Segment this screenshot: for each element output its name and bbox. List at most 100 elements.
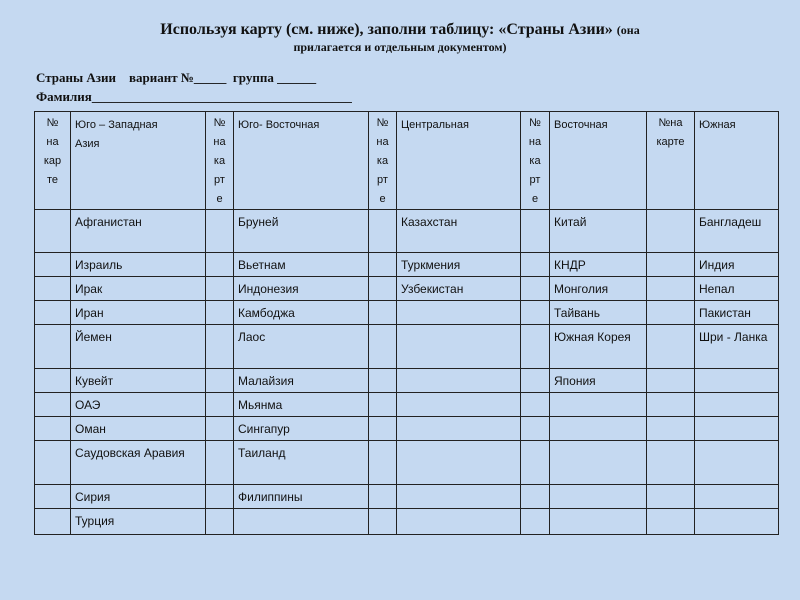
page-title: Используя карту (см. ниже), заполни табл… xyxy=(60,20,740,55)
table-row: Иран Камбоджа Тайвань Пакистан xyxy=(34,300,779,325)
map-number-cell[interactable] xyxy=(34,324,71,369)
region-header: Восточная xyxy=(549,111,647,210)
country-cell xyxy=(396,300,521,325)
map-number-cell[interactable] xyxy=(368,392,397,417)
country-cell xyxy=(549,440,647,485)
country-cell: Сингапур xyxy=(233,416,369,441)
map-number-cell[interactable] xyxy=(368,416,397,441)
map-number-cell[interactable] xyxy=(34,440,71,485)
country-cell xyxy=(396,484,521,509)
country-cell: Бруней xyxy=(233,209,369,253)
map-number-cell[interactable] xyxy=(34,276,71,301)
map-number-cell[interactable] xyxy=(34,300,71,325)
map-number-cell[interactable] xyxy=(646,392,695,417)
map-number-cell[interactable] xyxy=(646,300,695,325)
map-number-cell[interactable] xyxy=(646,209,695,253)
map-number-cell[interactable] xyxy=(205,300,234,325)
country-cell: Индонезия xyxy=(233,276,369,301)
map-number-cell[interactable] xyxy=(368,508,397,535)
map-number-cell[interactable] xyxy=(520,368,550,393)
map-number-cell[interactable] xyxy=(34,508,71,535)
map-number-cell[interactable] xyxy=(646,484,695,509)
map-number-cell[interactable] xyxy=(520,252,550,277)
map-number-cell[interactable] xyxy=(520,300,550,325)
map-number-cell[interactable] xyxy=(34,209,71,253)
map-number-header: № на кар те xyxy=(34,111,71,210)
map-number-cell[interactable] xyxy=(520,484,550,509)
form-variant-line: Страны Азии вариант №_____ группа ______ xyxy=(36,70,317,85)
map-number-header: № на ка рт е xyxy=(520,111,550,210)
country-cell xyxy=(694,484,779,509)
table-row: Кувейт Малайзия Япония xyxy=(34,368,779,393)
country-cell: Оман xyxy=(70,416,206,441)
map-number-cell[interactable] xyxy=(34,484,71,509)
map-number-cell[interactable] xyxy=(205,440,234,485)
country-cell: Непал xyxy=(694,276,779,301)
map-number-cell[interactable] xyxy=(646,252,695,277)
map-number-cell[interactable] xyxy=(368,252,397,277)
map-number-cell[interactable] xyxy=(205,368,234,393)
country-cell: ОАЭ xyxy=(70,392,206,417)
region-header: Южная xyxy=(694,111,779,210)
title-note: (она xyxy=(616,23,640,37)
map-number-cell[interactable] xyxy=(34,252,71,277)
map-number-cell[interactable] xyxy=(368,484,397,509)
country-cell: Турция xyxy=(70,508,206,535)
region-header: Юго- Восточная xyxy=(233,111,369,210)
country-cell: Южная Корея xyxy=(549,324,647,369)
country-cell: Бангладеш xyxy=(694,209,779,253)
map-number-cell[interactable] xyxy=(520,324,550,369)
country-cell xyxy=(694,440,779,485)
country-cell: Таиланд xyxy=(233,440,369,485)
map-number-cell[interactable] xyxy=(520,392,550,417)
country-cell xyxy=(549,484,647,509)
country-cell: Тайвань xyxy=(549,300,647,325)
country-cell: Саудовская Аравия xyxy=(70,440,206,485)
map-number-cell[interactable] xyxy=(34,368,71,393)
map-number-cell[interactable] xyxy=(646,368,695,393)
map-number-cell[interactable] xyxy=(368,324,397,369)
map-number-cell[interactable] xyxy=(205,484,234,509)
map-number-cell[interactable] xyxy=(368,440,397,485)
map-number-cell[interactable] xyxy=(520,416,550,441)
map-number-cell[interactable] xyxy=(205,276,234,301)
map-number-cell[interactable] xyxy=(205,209,234,253)
country-cell xyxy=(694,416,779,441)
country-cell: Мьянма xyxy=(233,392,369,417)
country-cell: Шри - Ланка xyxy=(694,324,779,369)
map-number-cell[interactable] xyxy=(205,416,234,441)
map-number-cell[interactable] xyxy=(34,416,71,441)
country-cell: Индия xyxy=(694,252,779,277)
map-number-cell[interactable] xyxy=(205,252,234,277)
country-cell: Пакистан xyxy=(694,300,779,325)
country-cell: Япония xyxy=(549,368,647,393)
table-row: Афганистан Бруней Казахстан Китай Бангладеш xyxy=(34,209,779,253)
map-number-header: № на ка рт е xyxy=(368,111,397,210)
country-cell xyxy=(549,392,647,417)
country-cell: КНДР xyxy=(549,252,647,277)
map-number-cell[interactable] xyxy=(205,324,234,369)
country-cell xyxy=(549,416,647,441)
country-cell: Йемен xyxy=(70,324,206,369)
map-number-cell[interactable] xyxy=(520,508,550,535)
country-cell: Ирак xyxy=(70,276,206,301)
table-row: Израиль Вьетнам Туркмения КНДР Индия xyxy=(34,252,779,277)
map-number-cell[interactable] xyxy=(368,368,397,393)
map-number-cell[interactable] xyxy=(646,416,695,441)
map-number-cell[interactable] xyxy=(646,508,695,535)
map-number-cell[interactable] xyxy=(520,276,550,301)
country-cell xyxy=(396,368,521,393)
map-number-cell[interactable] xyxy=(646,276,695,301)
map-number-cell[interactable] xyxy=(646,324,695,369)
country-cell: Монголия xyxy=(549,276,647,301)
map-number-cell[interactable] xyxy=(646,440,695,485)
map-number-cell[interactable] xyxy=(520,440,550,485)
map-number-cell[interactable] xyxy=(205,508,234,535)
map-number-cell[interactable] xyxy=(520,209,550,253)
map-number-cell[interactable] xyxy=(368,300,397,325)
map-number-cell[interactable] xyxy=(368,209,397,253)
map-number-cell[interactable] xyxy=(368,276,397,301)
country-cell: Филиппины xyxy=(233,484,369,509)
map-number-cell[interactable] xyxy=(205,392,234,417)
map-number-cell[interactable] xyxy=(34,392,71,417)
